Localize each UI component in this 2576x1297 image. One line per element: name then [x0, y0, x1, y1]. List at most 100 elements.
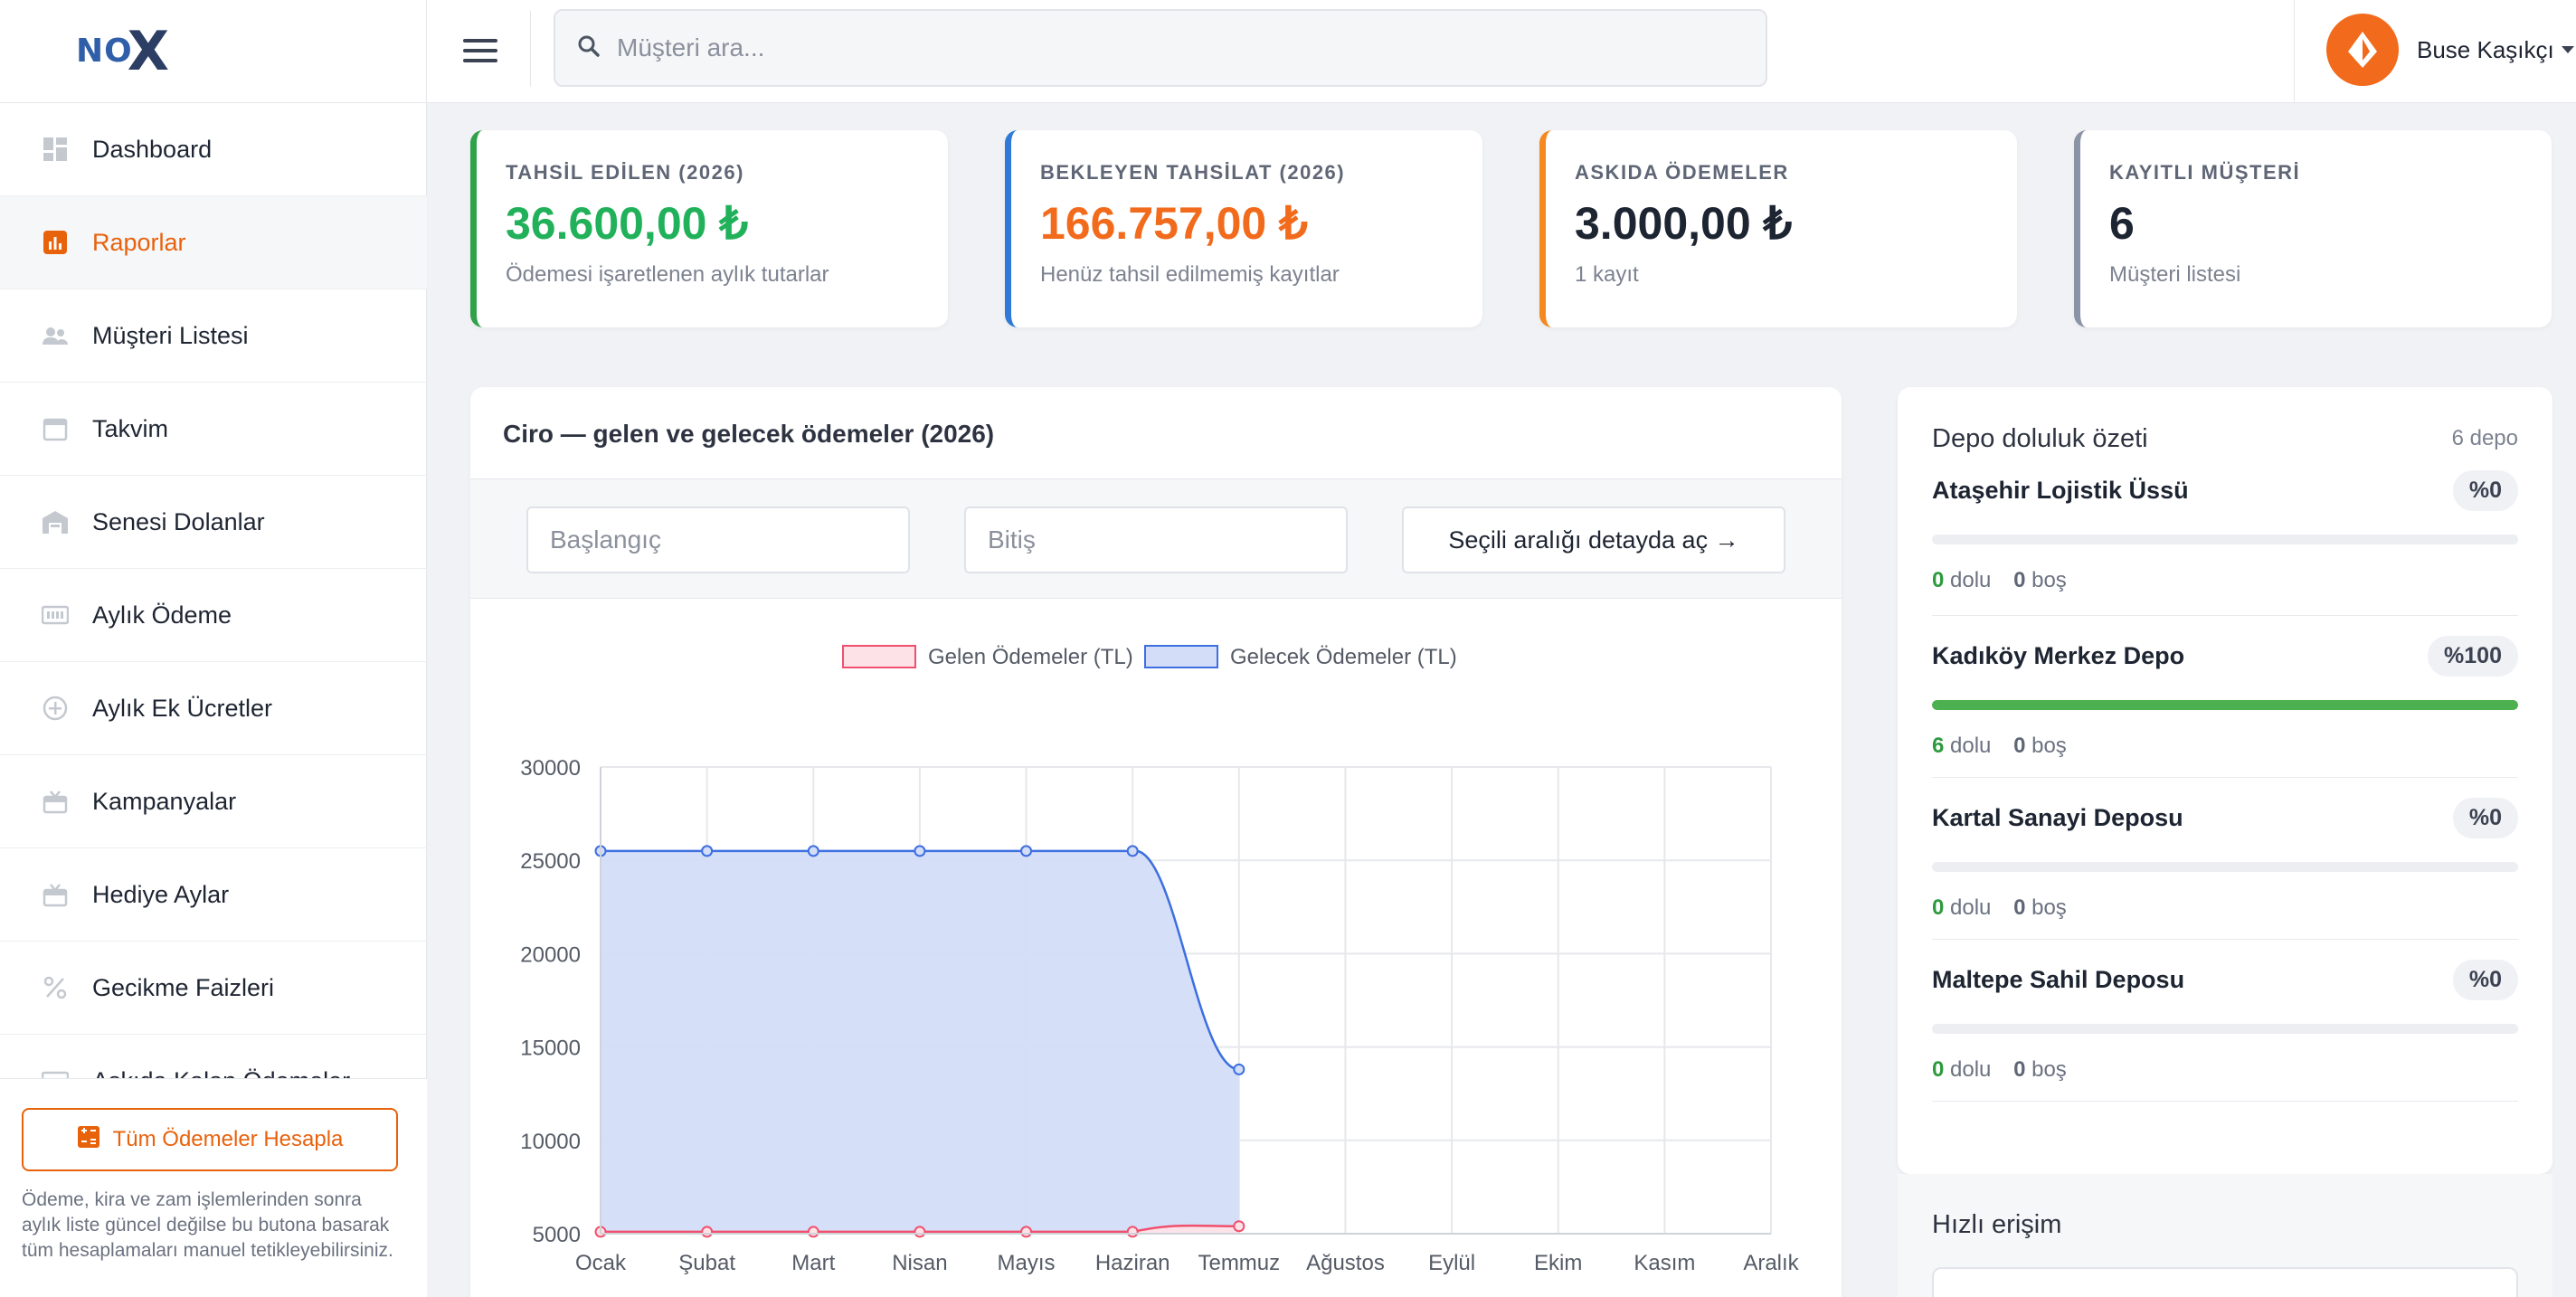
- sidebar-item-kampanyalar[interactable]: Kampanyalar: [0, 755, 427, 848]
- depot-full-label: dolu: [1950, 895, 1992, 920]
- calculate-button-label: Tüm Ödemeler Hesapla: [112, 1127, 344, 1151]
- depot-full-label: dolu: [1950, 734, 1992, 758]
- sidebar-item-takvim[interactable]: Takvim: [0, 383, 427, 476]
- depot-full-count: 0: [1932, 895, 1945, 920]
- sidebar-item-label: Aylık Ek Ücretler: [92, 694, 273, 722]
- plus-circle-icon: [42, 695, 69, 722]
- calendar-icon: [42, 415, 69, 442]
- depot-item[interactable]: Kadıköy Merkez Depo %100 6 dolu 0 boş: [1932, 616, 2518, 778]
- sidebar-item-label: Senesi Dolanlar: [92, 507, 265, 535]
- sidebar-item-senesi-dolanlar[interactable]: Senesi Dolanlar: [0, 476, 427, 569]
- revenue-line-chart: 30000 25000 20000 15000 10000 5000 Ocak Şubat Ma…: [520, 645, 1800, 1275]
- sidebar-item-aylik-ek-ucretler[interactable]: Aylık Ek Ücretler: [0, 662, 427, 755]
- x-tick-label: Mayıs: [998, 1251, 1056, 1275]
- stat-subtitle: Henüz tahsil edilmemiş kayıtlar: [1040, 262, 1340, 287]
- depot-empty-count: 0: [2013, 895, 2026, 920]
- bar-chart-icon: [42, 229, 69, 256]
- chart-card-title: Ciro — gelen ve gelecek ödemeler (2026): [470, 387, 1842, 479]
- stat-value: 6: [2109, 198, 2135, 249]
- data-point: [1233, 1063, 1245, 1075]
- sidebar-item-label: Kampanyalar: [92, 787, 237, 815]
- logo[interactable]: NO X: [0, 0, 426, 103]
- depot-full-count: 0: [1932, 568, 1945, 592]
- start-date-input[interactable]: [526, 506, 910, 573]
- depot-stats: 6 dolu 0 boş: [1932, 734, 2518, 759]
- sidebar-item-musteri-listesi[interactable]: Müşteri Listesi: [0, 289, 427, 383]
- sidebar-item-hediye-aylar[interactable]: Hediye Aylar: [0, 848, 427, 942]
- gift-icon: [42, 881, 69, 908]
- depot-full-count: 0: [1932, 1057, 1945, 1082]
- depot-name: Kadıköy Merkez Depo: [1932, 642, 2185, 669]
- quick-access-panel: Hızlı erişim: [1898, 1174, 2552, 1297]
- x-tick-label: Mart: [791, 1251, 835, 1275]
- depot-item[interactable]: Maltepe Sahil Deposu %0 0 dolu 0 boş: [1932, 940, 2518, 1102]
- stat-subtitle: Müşteri listesi: [2109, 262, 2241, 287]
- calculator-icon: [77, 1125, 100, 1155]
- users-icon: [42, 322, 69, 349]
- logo-text: NO: [76, 33, 133, 70]
- sidebar-nav: Dashboard Raporlar Müşteri Listesi Takvi…: [0, 103, 427, 1078]
- stat-value: 166.757,00 ₺: [1040, 198, 1308, 249]
- percent-icon: [42, 974, 69, 1001]
- topbar: Buse Kaşıkçı: [427, 0, 2576, 103]
- depot-full-count: 6: [1932, 734, 1945, 758]
- sidebar-item-askida-kalan-odemeler[interactable]: Askıda Kalan Ödemeler: [0, 1035, 427, 1078]
- calculate-all-payments-button[interactable]: Tüm Ödemeler Hesapla: [22, 1108, 398, 1171]
- sidebar-item-label: Askıda Kalan Ödemeler: [92, 1067, 350, 1079]
- sidebar-item-gecikme-faizleri[interactable]: Gecikme Faizleri: [0, 942, 427, 1035]
- stat-label: BEKLEYEN TAHSİLAT (2026): [1040, 161, 1346, 184]
- sidebar-item-label: Raporlar: [92, 228, 186, 256]
- depot-empty-label: boş: [2031, 734, 2067, 758]
- stat-label: KAYITLI MÜŞTERİ: [2109, 161, 2301, 184]
- sidebar-item-label: Aylık Ödeme: [92, 601, 232, 629]
- payment-icon: [42, 601, 69, 629]
- customer-search-input[interactable]: [617, 33, 1702, 62]
- data-point: [1126, 1226, 1139, 1238]
- sidebar-item-label: Müşteri Listesi: [92, 321, 249, 349]
- depot-count: 6 depo: [2451, 426, 2518, 450]
- depot-item[interactable]: Kartal Sanayi Deposu %0 0 dolu 0 boş: [1932, 778, 2518, 940]
- depot-percent-badge: %0: [2452, 960, 2518, 1000]
- x-tick-label: Şubat: [678, 1251, 735, 1275]
- x-tick-label: Haziran: [1095, 1251, 1170, 1275]
- search-box: [554, 9, 1767, 87]
- depot-stats: 0 dolu 0 boş: [1932, 895, 2518, 921]
- depot-progress-bar: [1932, 862, 2518, 872]
- dashboard-icon: [42, 136, 69, 163]
- sidebar-item-dashboard[interactable]: Dashboard: [0, 103, 427, 196]
- y-tick-label: 30000: [520, 756, 581, 781]
- legend-swatch: [1144, 645, 1218, 668]
- depot-full-label: dolu: [1950, 1057, 1992, 1082]
- sidebar-item-raporlar[interactable]: Raporlar: [0, 196, 427, 289]
- depot-empty-count: 0: [2013, 1057, 2026, 1082]
- depot-item[interactable]: Ataşehir Lojistik Üssü %0 0 dolu 0 boş: [1932, 454, 2518, 616]
- sidebar-footer: Tüm Ödemeler Hesapla Ödeme, kira ve zam …: [0, 1078, 427, 1297]
- end-date-input[interactable]: [964, 506, 1348, 573]
- quick-access-item[interactable]: [1932, 1267, 2518, 1297]
- user-menu[interactable]: Buse Kaşıkçı: [2326, 13, 2574, 87]
- calculate-note: Ödeme, kira ve zam işlemlerinden sonra a…: [22, 1189, 393, 1261]
- stat-label: TAHSİL EDİLEN (2026): [506, 161, 744, 184]
- menu-toggle-icon[interactable]: [463, 36, 497, 65]
- depot-empty-label: boş: [2031, 1057, 2067, 1082]
- y-tick-label: 25000: [520, 849, 581, 874]
- depot-progress-bar: [1932, 1024, 2518, 1034]
- depot-name: Kartal Sanayi Deposu: [1932, 804, 2183, 831]
- stat-card-suspended: ASKIDA ÖDEMELER 3.000,00 ₺ 1 kayıt: [1539, 130, 2017, 327]
- depot-percent-badge: %0: [2452, 470, 2518, 511]
- series-area: [601, 850, 1239, 1234]
- stat-subtitle: 1 kayıt: [1575, 262, 1639, 287]
- data-point: [914, 845, 926, 857]
- sidebar-item-label: Takvim: [92, 414, 169, 442]
- pause-icon: [42, 1067, 69, 1078]
- stat-card-customers: KAYITLI MÜŞTERİ 6 Müşteri listesi: [2074, 130, 2552, 327]
- user-name: Buse Kaşıkçı: [2417, 35, 2554, 63]
- sidebar: NO X Dashboard Raporlar Müşteri Listesi …: [0, 0, 427, 1297]
- topbar-divider: [530, 11, 531, 87]
- x-tick-label: Ağustos: [1306, 1251, 1385, 1275]
- depot-progress-fill: [1932, 700, 2518, 710]
- legend-swatch: [842, 645, 916, 668]
- data-point: [914, 1226, 926, 1238]
- sidebar-item-aylik-odeme[interactable]: Aylık Ödeme: [0, 569, 427, 662]
- open-range-detail-button[interactable]: Seçili aralığı detayda aç →: [1402, 506, 1785, 573]
